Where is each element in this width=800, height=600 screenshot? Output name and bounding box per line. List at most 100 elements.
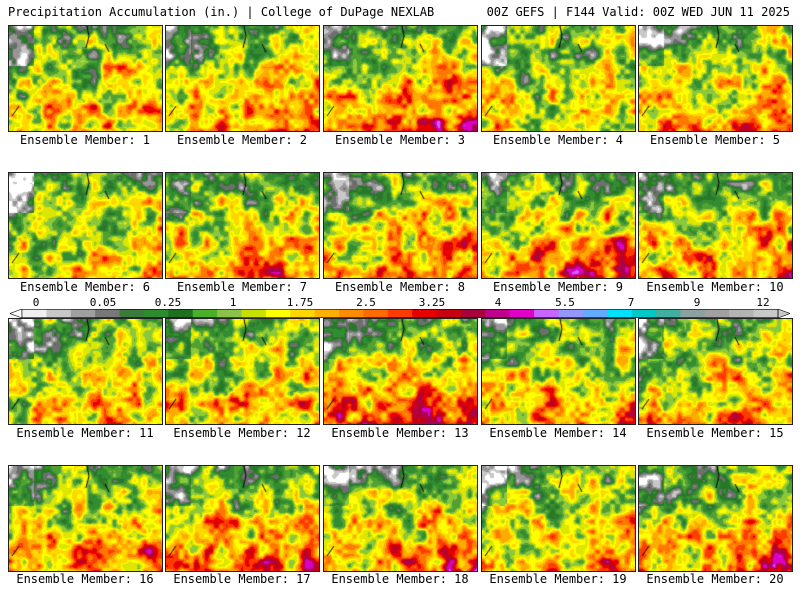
- colorbar-bin: [509, 309, 535, 318]
- colorbar-max-arrow: [777, 309, 790, 318]
- colorbar-bin: [46, 309, 72, 318]
- colorbar-bin: [631, 309, 657, 318]
- colorbar-bin: [607, 309, 633, 318]
- colorbar-bin: [290, 309, 316, 318]
- ensemble-member-label: Ensemble Member: 2: [176, 133, 308, 147]
- ensemble-member-map: [323, 318, 478, 425]
- precip-field: [482, 466, 635, 571]
- ensemble-member-label: Ensemble Member: 4: [492, 133, 624, 147]
- colorbar-bin: [729, 309, 755, 318]
- colorbar: 0 0.05 0.25 1 1.75 2.5 3.25 4 5.5 7 9 12: [0, 296, 800, 320]
- ensemble-member-label: Ensemble Member: 14: [489, 426, 627, 440]
- colorbar-bin: [656, 309, 681, 318]
- ensemble-member-label: Ensemble Member: 16: [16, 572, 154, 586]
- colorbar-tick-label: 0.05: [89, 296, 117, 309]
- colorbar-bin: [582, 309, 608, 318]
- colorbar-bin: [241, 309, 267, 318]
- colorbar-bin: [339, 309, 364, 318]
- ensemble-member-label: Ensemble Member: 8: [334, 280, 466, 294]
- ensemble-member-label: Ensemble Member: 15: [646, 426, 784, 440]
- colorbar-bin: [119, 309, 145, 318]
- colorbar-tick-label: 1.75: [286, 296, 314, 309]
- precip-field: [166, 466, 319, 571]
- ensemble-member-label: Ensemble Member: 20: [646, 572, 784, 586]
- colorbar-bin: [363, 309, 389, 318]
- colorbar-bin: [217, 309, 242, 318]
- precip-field: [166, 173, 319, 278]
- ensemble-member-label: Ensemble Member: 12: [173, 426, 311, 440]
- ensemble-member-label: Ensemble Member: 6: [19, 280, 151, 294]
- colorbar-min-arrow: [10, 309, 23, 318]
- ensemble-member-label: Ensemble Member: 9: [492, 280, 624, 294]
- ensemble-member-map: [481, 318, 636, 425]
- colorbar-bin: [192, 309, 218, 318]
- colorbar-bin: [460, 309, 486, 318]
- precip-field: [482, 26, 635, 131]
- header: Precipitation Accumulation (in.) | Colle…: [0, 0, 800, 24]
- colorbar-tick-labels: 0 0.05 0.25 1 1.75 2.5 3.25 4 5.5 7 9 12: [0, 296, 800, 309]
- colorbar-tick-label: 5.5: [555, 296, 575, 309]
- ensemble-member-label: Ensemble Member: 18: [331, 572, 469, 586]
- ensemble-member-label: Ensemble Member: 17: [173, 572, 311, 586]
- ensemble-member-map: [638, 318, 793, 425]
- colorbar-bin: [753, 309, 779, 318]
- ensemble-member-map: [481, 25, 636, 132]
- precip-field: [324, 26, 477, 131]
- precip-field: [324, 466, 477, 571]
- colorbar-bin: [436, 309, 462, 318]
- precip-field: [166, 319, 319, 424]
- ensemble-member-map: [323, 25, 478, 132]
- colorbar-bin: [70, 309, 96, 318]
- ensemble-member-map: [165, 465, 320, 572]
- ensemble-member-map: [8, 25, 163, 132]
- precip-field: [639, 26, 792, 131]
- colorbar-tick-label: 7: [627, 296, 635, 309]
- colorbar-bin: [265, 309, 291, 318]
- colorbar-tick-label: 0: [32, 296, 40, 309]
- ensemble-member-map: [8, 172, 163, 279]
- ensemble-member-map: [8, 465, 163, 572]
- ensemble-member-map: [638, 465, 793, 572]
- colorbar-bin: [485, 309, 511, 318]
- colorbar-bin: [168, 309, 194, 318]
- precip-field: [324, 319, 477, 424]
- ensemble-member-label: Ensemble Member: 5: [649, 133, 781, 147]
- ensemble-member-label: Ensemble Member: 19: [489, 572, 627, 586]
- colorbar-tick-label: 3.25: [418, 296, 446, 309]
- colorbar-bin: [704, 309, 730, 318]
- colorbar-bin: [534, 309, 560, 318]
- colorbar-tick-label: 9: [693, 296, 701, 309]
- ensemble-member-label: Ensemble Member: 10: [646, 280, 784, 294]
- precip-field: [9, 466, 162, 571]
- precip-field: [639, 173, 792, 278]
- ensemble-member-label: Ensemble Member: 13: [331, 426, 469, 440]
- precip-field: [639, 466, 792, 571]
- colorbar-bin: [412, 309, 438, 318]
- ensemble-member-map: [638, 172, 793, 279]
- ensemble-member-label: Ensemble Member: 7: [176, 280, 308, 294]
- colorbar-strip: [10, 309, 790, 318]
- precip-field: [9, 319, 162, 424]
- colorbar-bin: [558, 309, 584, 318]
- ensemble-member-map: [481, 465, 636, 572]
- precip-field: [482, 173, 635, 278]
- ensemble-member-map: [323, 465, 478, 572]
- ensemble-member-map: [638, 25, 793, 132]
- colorbar-bin: [680, 309, 706, 318]
- header-run-info: 00Z GEFS | F144 Valid: 00Z WED JUN 11 20…: [486, 5, 790, 19]
- ensemble-member-map: [165, 25, 320, 132]
- precip-field: [9, 173, 162, 278]
- precip-field: [9, 26, 162, 131]
- colorbar-tick-label: 0.25: [154, 296, 182, 309]
- colorbar-tick-label: 12: [756, 296, 770, 309]
- ensemble-member-label: Ensemble Member: 3: [334, 133, 466, 147]
- colorbar-tick-label: 2.5: [356, 296, 376, 309]
- precip-field: [166, 26, 319, 131]
- colorbar-bin: [22, 309, 47, 318]
- ensemble-member-map: [481, 172, 636, 279]
- precip-field: [482, 319, 635, 424]
- colorbar-bin: [143, 309, 169, 318]
- colorbar-tick-label: 1: [229, 296, 237, 309]
- precip-field: [639, 319, 792, 424]
- colorbar-tick-label: 4: [494, 296, 502, 309]
